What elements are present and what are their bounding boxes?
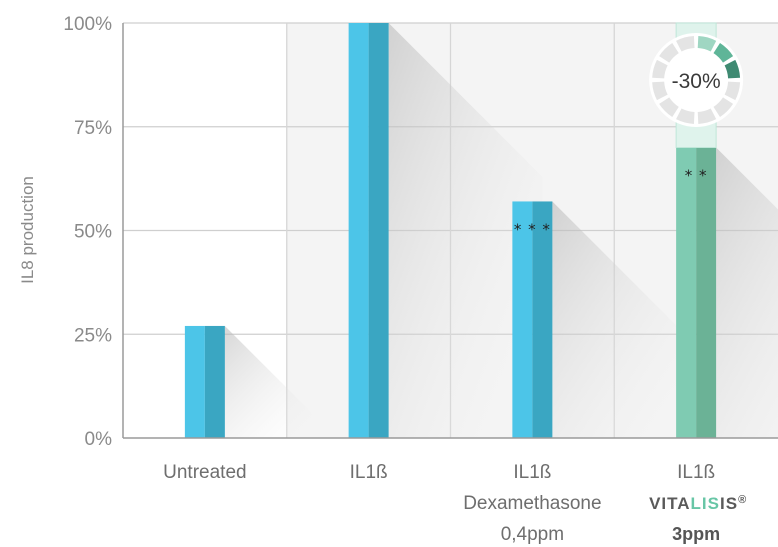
badge-ring-segment [713,97,734,117]
bar-right-face [532,201,553,438]
y-axis-label: IL8 production [18,176,37,284]
significance-marker: * * * [514,220,551,238]
bar-shadow [224,325,337,438]
bar-left-face [676,147,697,438]
axes [122,23,778,439]
significance-markers: * * * * * [514,167,708,239]
y-tick-label: 50% [74,222,112,243]
badge-ring-segment [697,108,717,124]
category-label-bold: 3ppm [672,524,720,544]
bar-shadow [552,201,707,438]
bar-right-face [204,325,225,438]
y-tick-label: 100% [63,14,112,35]
badge-ring-segment [659,97,679,117]
bar-left-face [184,325,205,438]
badge-ring-segment [652,59,668,79]
badge-ring-segment [676,108,695,124]
badge-center [665,49,728,111]
badge-ring-segment [724,59,741,79]
y-tick-labels: 0% 25% 50% 75% 100% [63,14,112,450]
y-tick-label: 75% [74,118,112,139]
category-label: Untreated [163,462,246,483]
bar-shadow [388,23,543,438]
category-label: IL1ß [677,462,715,483]
bar-left-face [512,201,533,438]
bar-left-face [348,23,369,438]
badge-ring-segment [724,81,741,101]
category-label: 0,4ppm [501,524,564,545]
significance-marker: * * [685,167,708,185]
badge-ring-segment [713,43,734,63]
badge-ring-segment [652,81,668,101]
category-label: IL1ß [513,462,551,483]
bar-shadow [716,147,778,438]
bar-right-face [696,147,717,438]
bars [184,22,717,438]
reduction-callout: -30% [649,33,744,127]
y-tick-label: 25% [74,325,112,346]
badge-ring-segment [697,36,717,52]
category-label: Dexamethasone [463,493,601,514]
bar-shadows [224,23,778,438]
category-label: IL1ß [350,462,388,483]
bar-right-face [368,23,389,438]
badge-ring-segment [676,36,695,52]
y-tick-label: 0% [85,429,113,450]
badge-text: -30% [672,70,721,93]
badge-ring-segment [659,43,679,63]
brand-label: VITALISIS® [649,494,747,513]
x-category-labels: Untreated IL1ß IL1ß Dexamethasone 0,4ppm IL1ß… [163,462,747,545]
